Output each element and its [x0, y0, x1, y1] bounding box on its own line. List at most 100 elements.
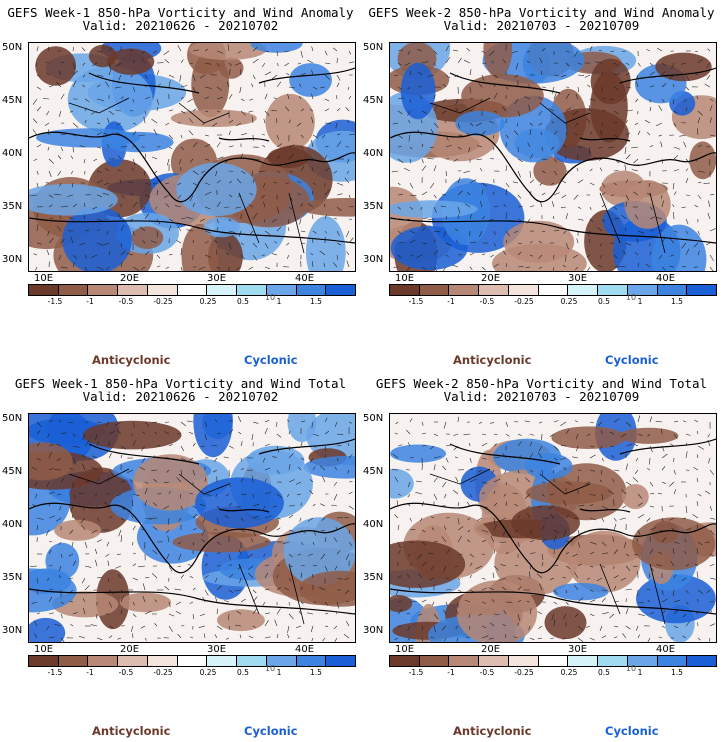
lon-label: 30E — [207, 273, 227, 284]
colorbar-label: -0.5 — [118, 668, 134, 677]
lon-label: 30E — [568, 273, 588, 284]
colorbar-label: -0.25 — [514, 297, 534, 306]
anticyclonic-label: Anticyclonic — [92, 353, 171, 367]
colorbar-label: 1 — [276, 297, 282, 306]
colorbar-swatch — [296, 285, 327, 295]
colorbar-swatch — [29, 656, 59, 666]
panel-title: GEFS Week-1 850-hPa Vorticity and Wind A… — [7, 5, 354, 20]
colorbar-label: 0.5 — [598, 297, 610, 306]
lat-label: 45N — [363, 95, 384, 106]
colorbar-label: -1.5 — [47, 297, 63, 306]
lat-label: 30N — [2, 625, 23, 636]
colorbar-swatch — [657, 656, 688, 666]
colorbar-scale-note: 10 — [625, 293, 637, 302]
colorbar-swatch — [419, 656, 450, 666]
colorbar-swatch — [568, 656, 599, 666]
vorticity-map — [28, 42, 356, 272]
lat-label: 50N — [363, 42, 384, 53]
colorbar-swatch — [118, 656, 148, 666]
colorbar-swatch — [508, 285, 539, 295]
colorbar-label: 0.25 — [560, 297, 578, 306]
colorbar-swatch — [687, 285, 717, 295]
lat-label: 45N — [363, 466, 384, 477]
colorbar-swatch — [538, 285, 569, 295]
colorbar-swatch — [508, 656, 539, 666]
panel-title: GEFS Week-2 850-hPa Vorticity and Wind A… — [368, 5, 715, 20]
vorticity-map — [389, 413, 717, 643]
lon-label: 40E — [295, 273, 315, 284]
colorbar-swatch — [687, 656, 717, 666]
colorbar-label: 0.25 — [560, 668, 578, 677]
colorbar-label: 0.5 — [237, 668, 249, 677]
lat-label: 50N — [363, 413, 384, 424]
colorbar — [28, 284, 356, 296]
colorbar-label: -1.5 — [47, 668, 63, 677]
lat-label: 40N — [2, 148, 23, 159]
colorbar-swatch — [598, 285, 628, 295]
colorbar-scale-note: 10 — [625, 664, 637, 673]
colorbar-label: 0.5 — [598, 668, 610, 677]
colorbar-label: -0.5 — [479, 668, 495, 677]
lat-label: 30N — [363, 625, 384, 636]
colorbar — [28, 655, 356, 667]
colorbar-label: 1 — [637, 668, 643, 677]
colorbar-swatch — [58, 656, 89, 666]
lon-label: 40E — [656, 273, 676, 284]
colorbar-label: -0.25 — [514, 668, 534, 677]
anticyclonic-label: Anticyclonic — [453, 724, 532, 738]
colorbar-swatch — [390, 656, 420, 666]
lon-label: 20E — [481, 644, 501, 655]
colorbar-swatch — [177, 656, 208, 666]
colorbar-label: -1 — [447, 668, 455, 677]
colorbar-label: -1.5 — [408, 668, 424, 677]
colorbar-swatch — [58, 285, 89, 295]
panel-valid-dates: Valid: 20210626 - 20210702 — [82, 18, 279, 33]
colorbar-swatch — [598, 656, 628, 666]
colorbar-swatch — [326, 285, 356, 295]
colorbar-label: -1.5 — [408, 297, 424, 306]
lon-label: 20E — [120, 273, 140, 284]
lon-label: 20E — [481, 273, 501, 284]
lat-label: 40N — [363, 148, 384, 159]
colorbar-swatch — [207, 285, 238, 295]
vorticity-map — [28, 413, 356, 643]
lat-label: 45N — [2, 466, 23, 477]
lat-label: 35N — [363, 201, 384, 212]
lon-label: 10E — [34, 644, 54, 655]
panel-valid-dates: Valid: 20210703 - 20210709 — [443, 18, 640, 33]
colorbar-label: -1 — [447, 297, 455, 306]
cyclonic-label: Cyclonic — [244, 724, 298, 738]
colorbar-swatch — [118, 285, 148, 295]
colorbar-swatch — [538, 656, 569, 666]
colorbar — [389, 284, 717, 296]
colorbar-swatch — [147, 285, 178, 295]
colorbar-label: 1.5 — [671, 668, 683, 677]
colorbar-swatch — [237, 285, 267, 295]
colorbar-swatch — [177, 285, 208, 295]
colorbar-swatch — [627, 656, 658, 666]
colorbar-swatch — [29, 285, 59, 295]
colorbar-label: -0.25 — [153, 668, 173, 677]
colorbar-swatch — [479, 285, 509, 295]
colorbar-label: 1 — [276, 668, 282, 677]
colorbar-label: 1.5 — [310, 297, 322, 306]
colorbar-swatch — [88, 285, 119, 295]
colorbar-swatch — [296, 656, 327, 666]
anticyclonic-label: Anticyclonic — [453, 353, 532, 367]
colorbar-label: 0.5 — [237, 297, 249, 306]
map-panel: GEFS Week-1 850-hPa Vorticity and Wind T… — [0, 371, 361, 742]
cyclonic-label: Cyclonic — [244, 353, 298, 367]
lon-label: 10E — [34, 273, 54, 284]
colorbar-swatch — [237, 656, 267, 666]
colorbar-label: -1 — [86, 668, 94, 677]
colorbar-label: 1 — [637, 297, 643, 306]
panel-valid-dates: Valid: 20210703 - 20210709 — [443, 389, 640, 404]
lat-label: 50N — [2, 413, 23, 424]
colorbar-swatch — [449, 656, 480, 666]
lat-label: 35N — [2, 572, 23, 583]
colorbar-swatch — [326, 656, 356, 666]
colorbar-swatch — [266, 285, 297, 295]
colorbar-swatch — [627, 285, 658, 295]
colorbar-swatch — [390, 285, 420, 295]
lat-label: 50N — [2, 42, 23, 53]
